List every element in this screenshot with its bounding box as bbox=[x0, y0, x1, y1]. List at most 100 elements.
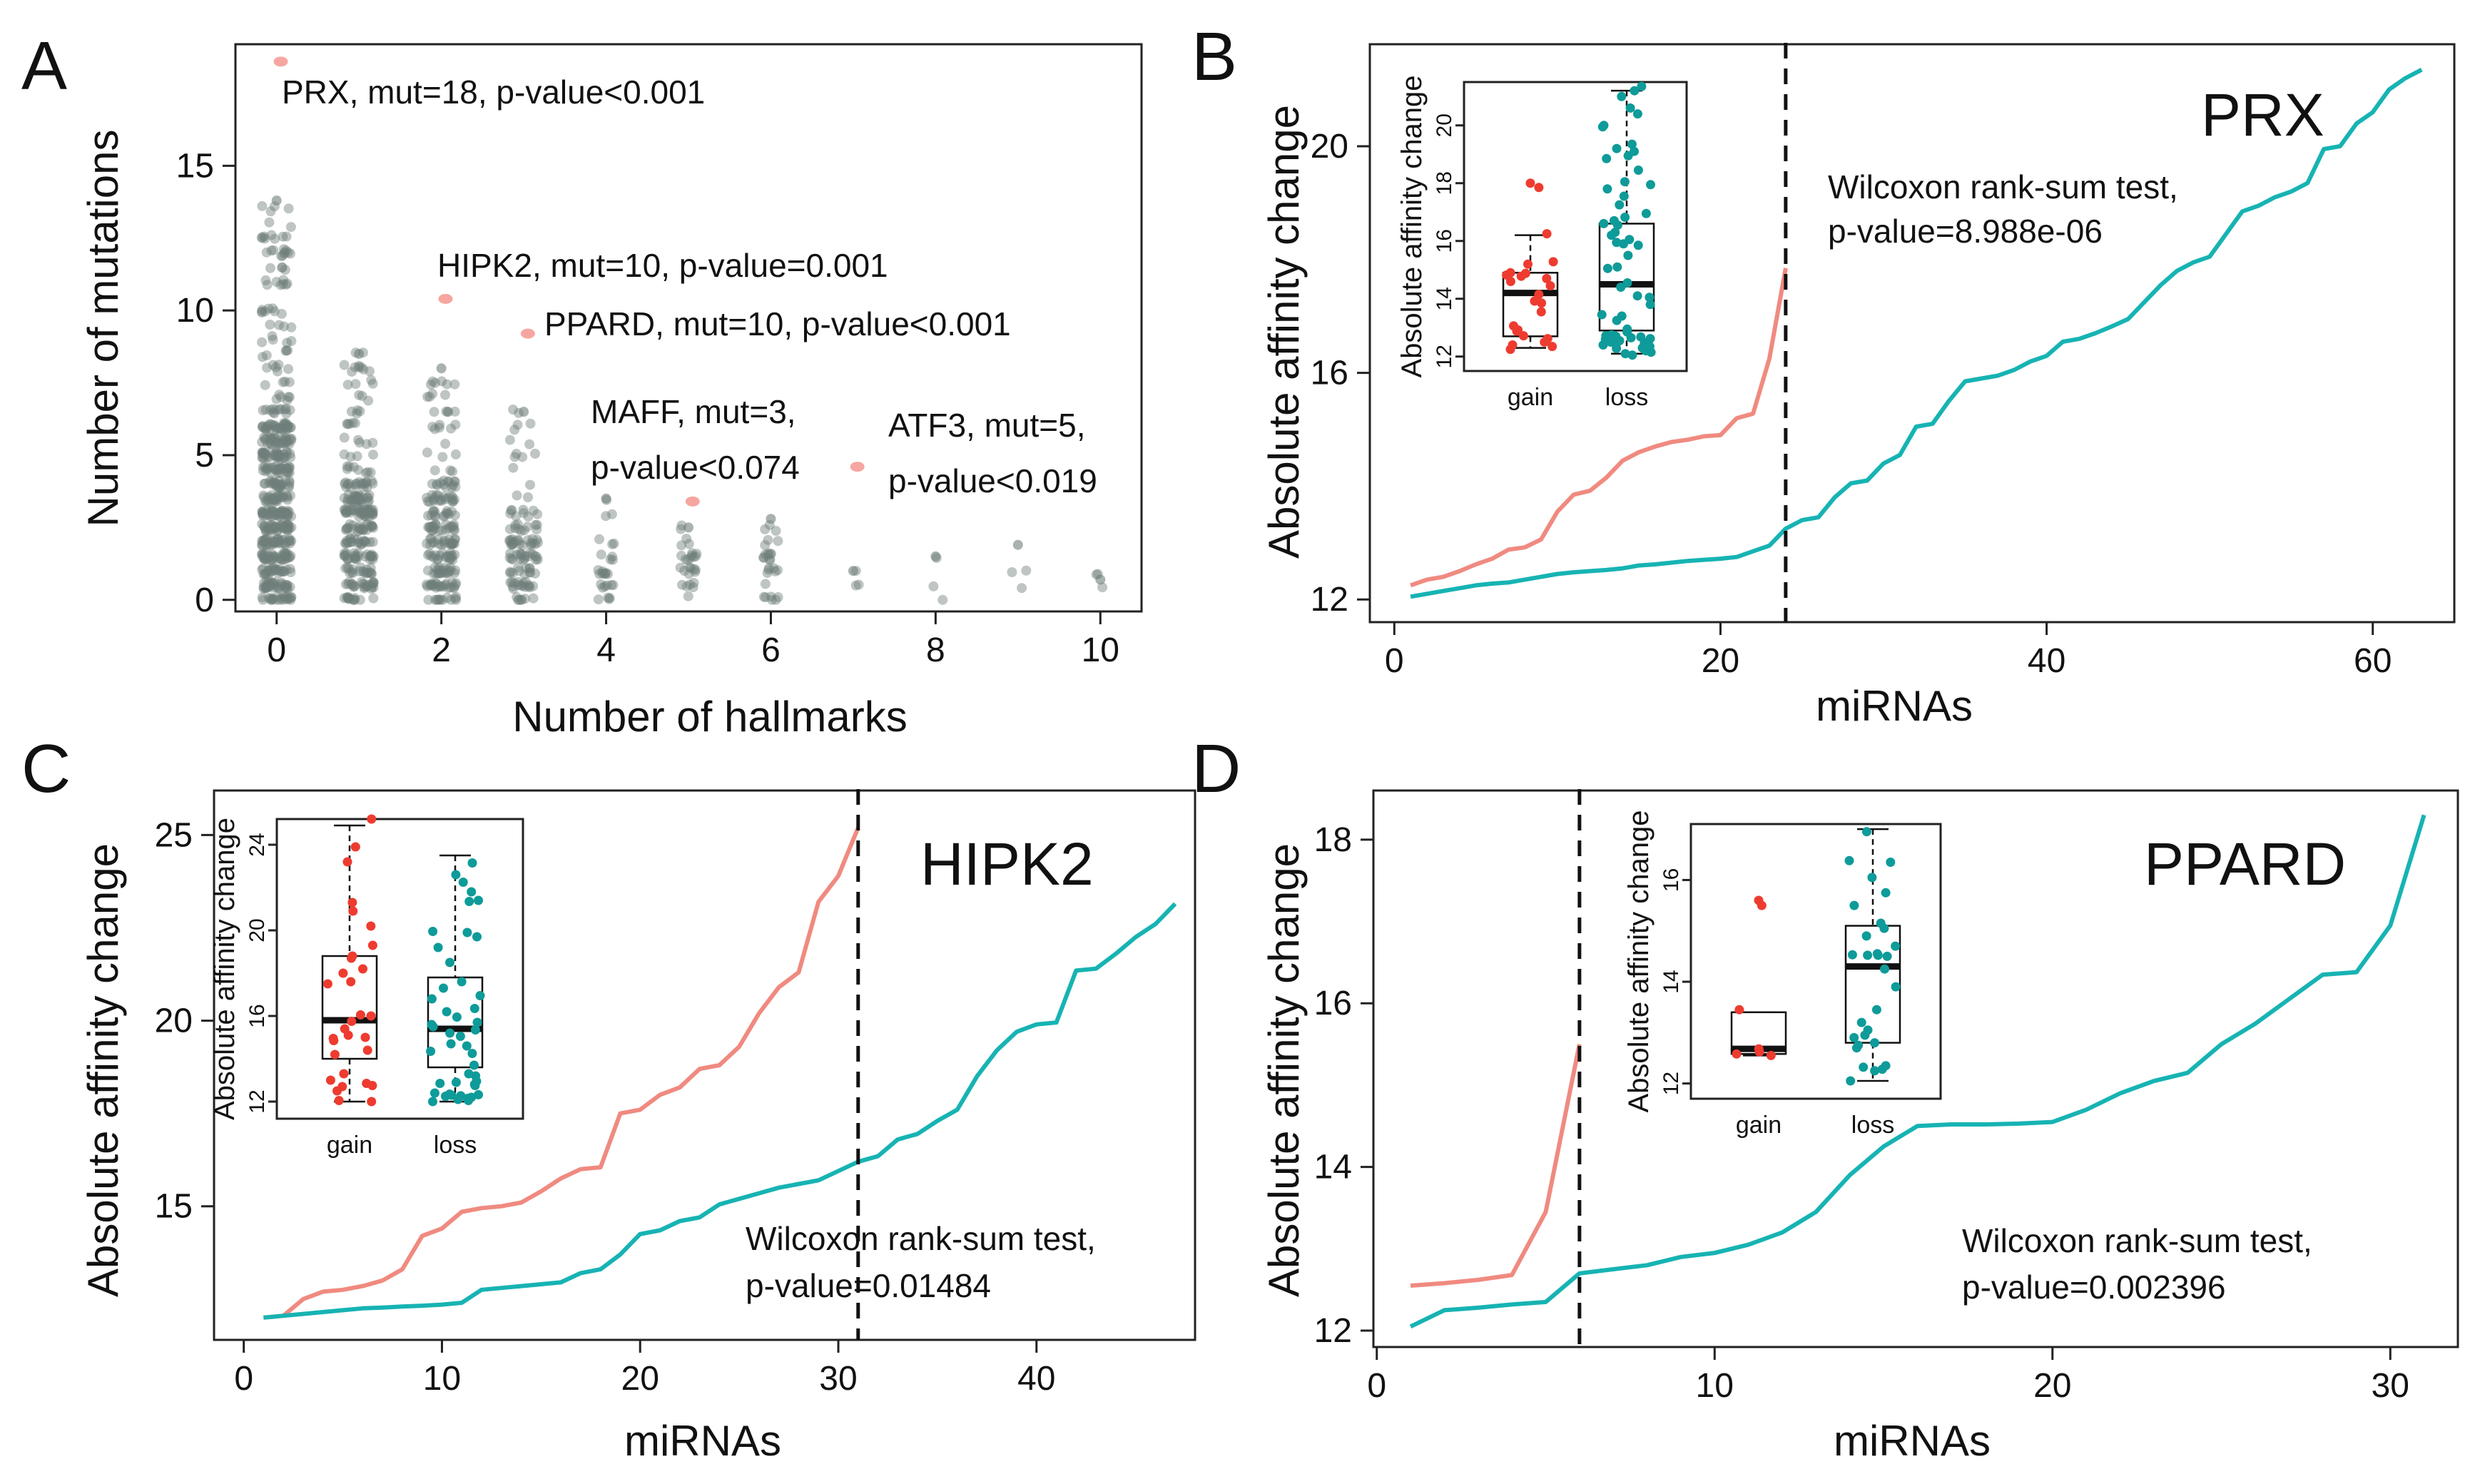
inset-point-loss bbox=[1599, 121, 1609, 131]
scatter-point bbox=[342, 461, 352, 472]
scatter-point bbox=[353, 434, 363, 445]
scatter-point bbox=[439, 567, 449, 578]
scatter-point bbox=[356, 539, 367, 549]
scatter-point bbox=[504, 536, 514, 547]
scatter-point bbox=[258, 508, 268, 519]
scatter-point bbox=[367, 437, 378, 448]
scatter-point bbox=[257, 200, 268, 211]
scatter-point bbox=[260, 306, 270, 317]
scatter-point bbox=[262, 438, 273, 449]
scatter-point bbox=[758, 552, 769, 563]
scatter-point bbox=[284, 523, 295, 534]
scatter-point bbox=[273, 452, 283, 463]
scatter-point bbox=[278, 377, 288, 387]
inset-point-gain bbox=[342, 857, 352, 867]
scatter-point bbox=[276, 463, 287, 474]
scatter-point bbox=[257, 233, 268, 243]
inset-point-loss bbox=[1619, 191, 1629, 201]
scatter-point bbox=[763, 564, 774, 575]
inset-point-gain bbox=[362, 1079, 372, 1088]
scatter-point bbox=[286, 591, 297, 602]
inset-point-loss bbox=[474, 1089, 483, 1099]
scatter-point bbox=[342, 419, 352, 430]
scatter-point bbox=[422, 447, 432, 458]
scatter-point bbox=[361, 477, 372, 487]
scatter-point bbox=[517, 540, 528, 551]
scatter-point bbox=[276, 481, 287, 492]
scatter-point bbox=[285, 422, 296, 432]
scatter-point bbox=[263, 524, 274, 534]
scatter-point bbox=[257, 437, 268, 447]
scatter-point bbox=[262, 505, 273, 516]
scatter-point bbox=[532, 524, 542, 535]
scatter-point bbox=[350, 593, 360, 604]
scatter-point bbox=[263, 525, 273, 536]
scatter-point bbox=[442, 492, 453, 503]
scatter-point bbox=[363, 505, 374, 516]
scatter-point bbox=[258, 352, 268, 362]
scatter-point bbox=[354, 493, 365, 504]
scatter-point bbox=[263, 569, 274, 579]
scatter-point bbox=[282, 337, 293, 348]
scatter-point bbox=[263, 509, 274, 520]
scatter-point bbox=[267, 463, 278, 474]
x-tick-label: 20 bbox=[621, 1360, 659, 1398]
scatter-point bbox=[606, 509, 617, 519]
inset-point-gain bbox=[1734, 1005, 1744, 1015]
scatter-point bbox=[350, 552, 360, 563]
scatter-point bbox=[258, 506, 268, 517]
inset-point-loss bbox=[1630, 86, 1640, 96]
inset-point-gain bbox=[346, 977, 356, 987]
scatter-point bbox=[258, 447, 268, 457]
scatter-point bbox=[445, 522, 456, 532]
scatter-point bbox=[268, 335, 278, 345]
scatter-point bbox=[270, 494, 280, 504]
scatter-point bbox=[270, 420, 280, 431]
scatter-point bbox=[350, 418, 360, 429]
scatter-point bbox=[266, 520, 277, 531]
scatter-point bbox=[430, 507, 440, 517]
scatter-point bbox=[449, 524, 459, 534]
scatter-point bbox=[280, 507, 290, 518]
scatter-point bbox=[263, 522, 274, 533]
scatter-point bbox=[357, 391, 367, 401]
scatter-point bbox=[347, 494, 358, 505]
scatter-point bbox=[280, 538, 290, 549]
scatter-point bbox=[284, 467, 295, 478]
scatter-point bbox=[283, 467, 293, 477]
scatter-point bbox=[268, 493, 279, 504]
scatter-point bbox=[355, 507, 365, 517]
scatter-point bbox=[265, 405, 275, 415]
scatter-point bbox=[358, 504, 369, 515]
scatter-point bbox=[351, 481, 361, 492]
scatter-point bbox=[442, 564, 453, 574]
scatter-point bbox=[358, 364, 369, 375]
scatter-point bbox=[516, 580, 527, 591]
panel-a-x-axis-title: Number of hallmarks bbox=[512, 693, 908, 741]
scatter-point bbox=[353, 494, 364, 504]
scatter-point bbox=[450, 420, 461, 430]
panel-d-frame bbox=[1372, 789, 2459, 1348]
scatter-point bbox=[267, 554, 278, 564]
scatter-point bbox=[340, 538, 350, 549]
scatter-point bbox=[430, 562, 440, 573]
scatter-point bbox=[362, 508, 373, 519]
scatter-point bbox=[447, 507, 457, 517]
scatter-point bbox=[285, 462, 295, 472]
scatter-point bbox=[342, 554, 353, 565]
scatter-point bbox=[367, 508, 377, 519]
inset-point-gain bbox=[367, 814, 377, 824]
inset-point-loss bbox=[1612, 238, 1622, 248]
scatter-point bbox=[350, 550, 360, 561]
scatter-point bbox=[350, 497, 361, 507]
scatter-point bbox=[444, 534, 454, 544]
scatter-point bbox=[342, 380, 353, 390]
scatter-point bbox=[425, 548, 434, 559]
scatter-point bbox=[268, 404, 278, 415]
inset-point-loss bbox=[464, 1069, 474, 1079]
scatter-point bbox=[278, 279, 288, 290]
scatter-point bbox=[270, 437, 280, 448]
scatter-point bbox=[258, 535, 268, 546]
scatter-point bbox=[276, 479, 287, 490]
scatter-point bbox=[280, 475, 291, 486]
